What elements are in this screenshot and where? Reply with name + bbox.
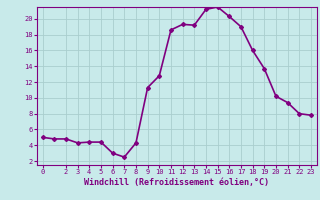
X-axis label: Windchill (Refroidissement éolien,°C): Windchill (Refroidissement éolien,°C): [84, 178, 269, 187]
